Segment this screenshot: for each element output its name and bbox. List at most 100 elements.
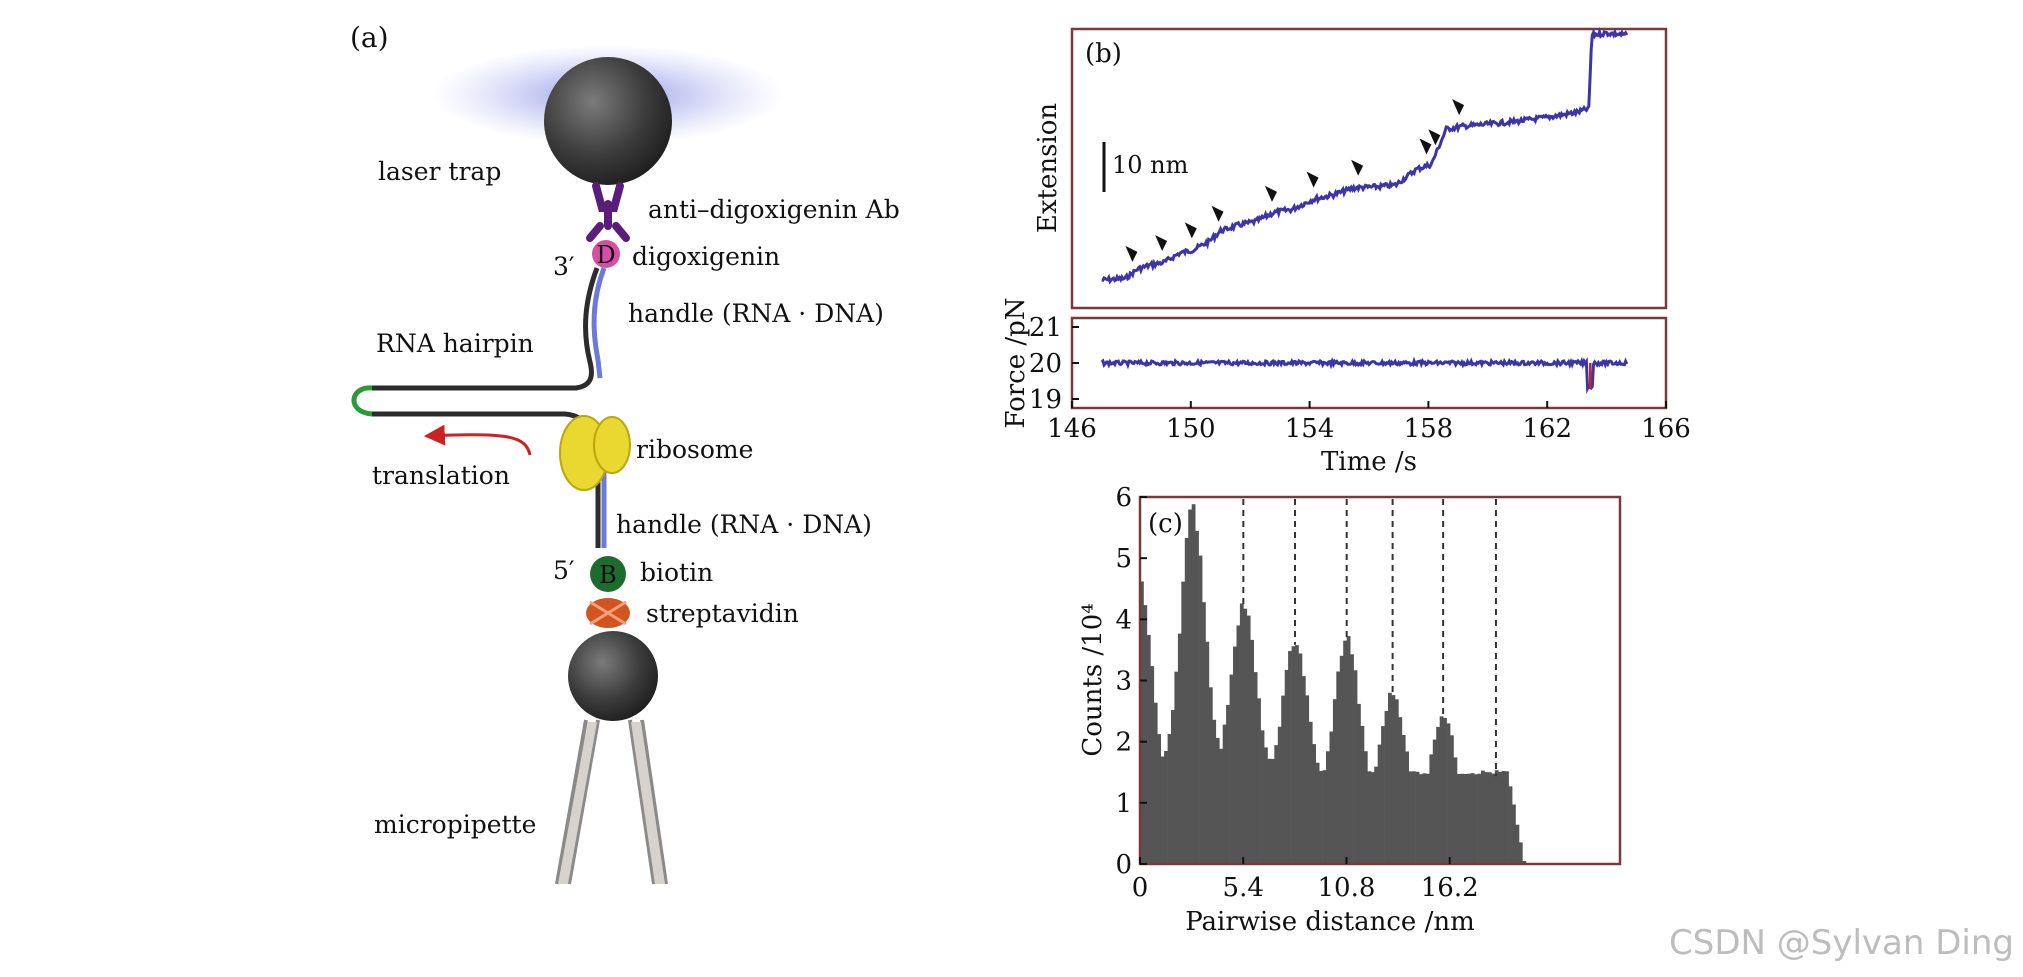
force-ytick-label: 21	[1029, 313, 1062, 343]
label-ribosome: ribosome	[636, 435, 753, 464]
panel-c-tag: (c)	[1148, 509, 1183, 539]
histogram-bar	[1319, 771, 1323, 864]
histogram-bar	[1336, 671, 1341, 864]
histogram-bar	[1208, 687, 1213, 864]
extension-ylabel: Extension	[1033, 103, 1063, 234]
force-ylabel: Force /pN	[1001, 297, 1031, 428]
histogram-bar	[1219, 748, 1223, 864]
histogram-bar	[1501, 771, 1506, 864]
histogram-bar	[1260, 730, 1265, 864]
biotin-letter: B	[599, 561, 617, 589]
step-markers	[1125, 99, 1465, 262]
histogram-ytick-label: 6	[1115, 483, 1132, 513]
panel-a-tag: (a)	[350, 21, 389, 54]
force-trace	[1100, 356, 1629, 395]
step-marker	[1264, 185, 1277, 202]
histogram-bar	[1463, 774, 1468, 864]
histogram-bar	[1264, 747, 1268, 864]
histogram-bar	[1487, 772, 1492, 864]
histogram-ytick-label: 2	[1115, 728, 1132, 758]
histogram-bar	[1470, 773, 1475, 864]
histogram-bar	[1305, 695, 1310, 864]
force-xtick-label: 166	[1641, 414, 1691, 444]
histogram-bar	[1222, 724, 1227, 864]
histogram-bar	[1494, 770, 1499, 864]
antibody-icon	[586, 182, 630, 242]
histogram-bar	[1377, 744, 1382, 864]
top-handle	[591, 267, 607, 379]
histogram-bar	[1508, 786, 1513, 864]
histogram-bar	[1477, 773, 1482, 864]
histogram-bar	[1422, 773, 1427, 864]
histogram-xtick-label: 5.4	[1223, 873, 1264, 903]
histogram-bar	[1467, 773, 1471, 864]
histogram-ytick-label: 1	[1115, 789, 1132, 819]
histogram-bar	[1332, 699, 1337, 864]
label-rna-hairpin: RNA hairpin	[376, 329, 534, 358]
step-marker	[1452, 99, 1465, 116]
histogram-guide-lines	[1242, 499, 1497, 777]
histogram-bars	[1140, 504, 1527, 864]
histogram-bar	[1212, 719, 1217, 864]
histogram-bar	[1398, 717, 1403, 864]
histogram-ytick-label: 0	[1115, 850, 1132, 880]
histogram-bar	[1233, 646, 1237, 864]
histogram-bar	[1429, 754, 1434, 864]
histogram-bar	[1164, 751, 1168, 864]
pipette-bead	[568, 631, 658, 721]
step-marker	[1155, 234, 1168, 251]
histogram-bar	[1257, 698, 1261, 864]
histogram-bar	[1239, 603, 1244, 864]
histogram-bar	[1277, 726, 1282, 864]
histogram-bar	[1460, 773, 1465, 864]
histogram-bar	[1415, 771, 1420, 864]
histogram-bar	[1363, 751, 1368, 864]
histogram-bar	[1405, 751, 1409, 864]
histogram-bar	[1153, 702, 1158, 864]
histogram-bar	[1198, 555, 1203, 864]
label-streptavidin: streptavidin	[646, 599, 799, 628]
force-x-ticks: 146 150 154 158 162 166	[1047, 401, 1691, 444]
histogram-bar	[1408, 771, 1413, 864]
histogram-bar	[1274, 745, 1279, 864]
label-handle-bottom: handle (RNA · DNA)	[616, 510, 872, 539]
histogram-bar	[1315, 762, 1320, 864]
force-xtick-label: 150	[1166, 414, 1216, 444]
histogram-bar	[1381, 726, 1385, 864]
histogram-bar	[1412, 771, 1416, 864]
histogram-bar	[1367, 771, 1372, 864]
histogram-bar	[1474, 774, 1478, 864]
histogram-bar	[1288, 651, 1292, 864]
histogram-bar	[1436, 726, 1440, 864]
step-marker	[1306, 171, 1319, 188]
histogram-bar	[1432, 739, 1437, 864]
histogram-bar	[1281, 695, 1285, 864]
label-micropipette: micropipette	[374, 810, 536, 839]
histogram-bar	[1191, 504, 1196, 864]
micropipette-icon	[555, 719, 668, 885]
force-ytick-label: 20	[1029, 349, 1062, 379]
histogram-bar	[1443, 717, 1447, 864]
force-xtick-label: 154	[1285, 414, 1335, 444]
histogram-ytick-label: 4	[1115, 605, 1132, 635]
histogram-bar	[1301, 676, 1306, 864]
histogram-bar	[1171, 709, 1175, 864]
histogram-bar	[1391, 695, 1396, 864]
histogram-bar	[1374, 766, 1378, 864]
histogram-bar	[1456, 774, 1461, 864]
histogram-bar	[1229, 674, 1234, 864]
histogram-bar	[1353, 670, 1358, 864]
histogram-bar	[1181, 581, 1186, 864]
histogram-xtick-label: 10.8	[1318, 873, 1376, 903]
histogram-bar	[1146, 635, 1151, 864]
histogram-bar	[1202, 602, 1206, 864]
histogram-bar	[1394, 699, 1399, 864]
streptavidin-icon	[586, 598, 630, 628]
histogram-bar	[1481, 770, 1485, 864]
histogram-bar	[1370, 772, 1375, 864]
histogram-bar	[1167, 734, 1172, 864]
histogram-bar	[1140, 581, 1144, 864]
extension-trace	[1101, 26, 1629, 285]
panel-a-schematic: (a) D B	[350, 21, 900, 885]
